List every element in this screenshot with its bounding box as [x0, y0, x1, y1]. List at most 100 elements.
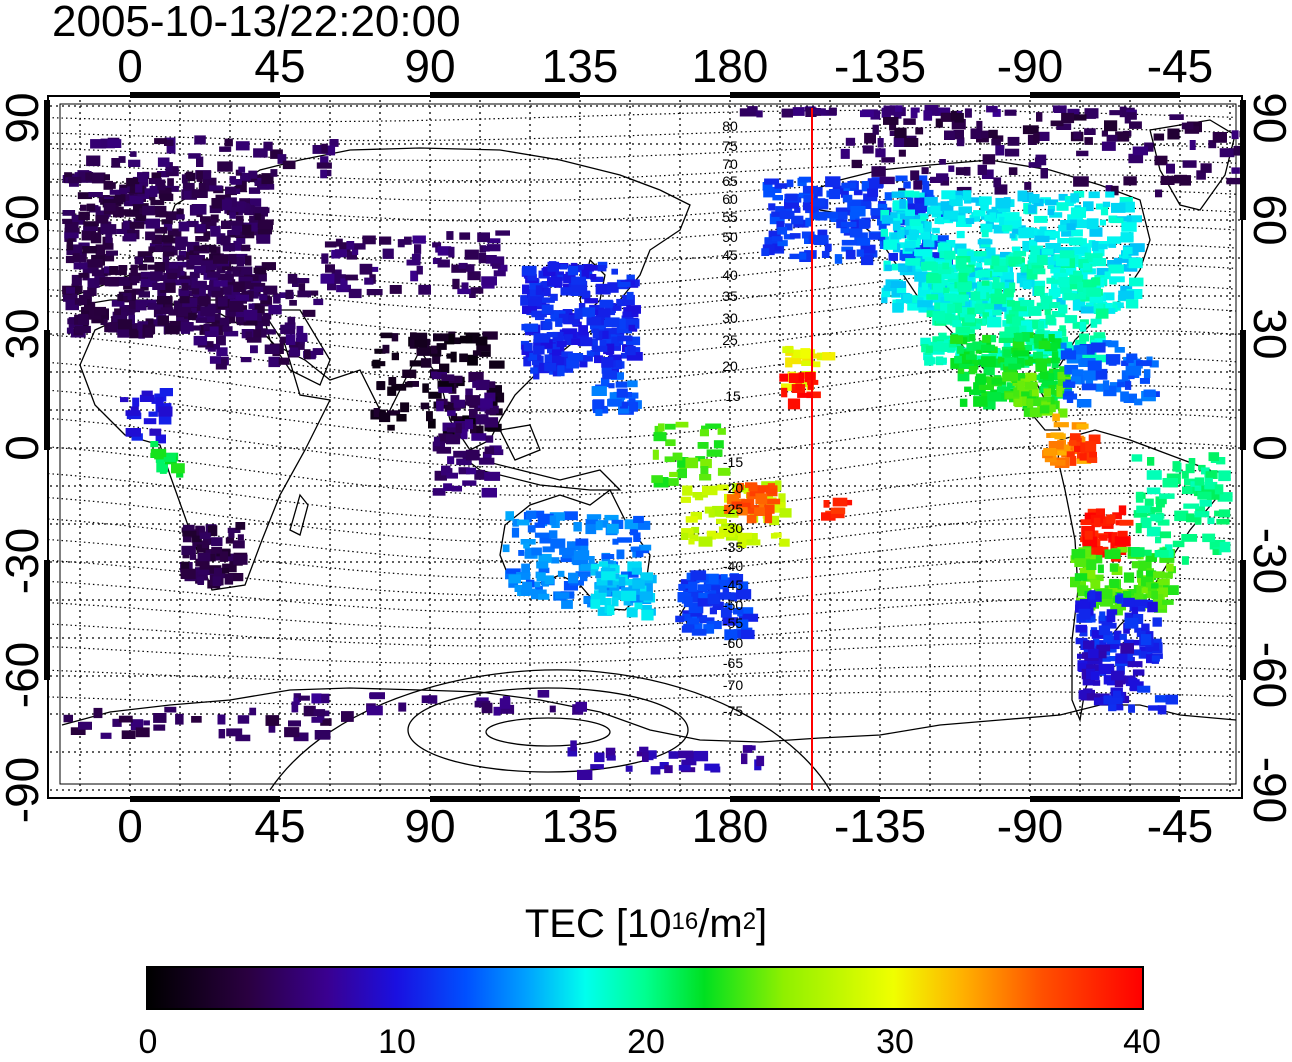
tec-cell [921, 167, 929, 175]
tec-cell [207, 553, 216, 562]
tec-cell [878, 224, 887, 231]
tec-cell [1077, 663, 1093, 672]
tec-cell [1132, 669, 1145, 676]
tec-cell [191, 716, 202, 723]
lat-label-right-60: 60 [1244, 194, 1292, 245]
tec-cell [582, 307, 596, 317]
tec-cell [1021, 391, 1030, 397]
tec-cell [1034, 280, 1046, 288]
tec-cell [426, 411, 433, 422]
tec-cell [1119, 197, 1133, 206]
tec-cell [447, 410, 456, 416]
tec-cell [992, 135, 1004, 142]
tec-cell [688, 539, 695, 545]
tec-cell [1035, 362, 1047, 372]
tec-cell [1204, 473, 1213, 483]
tec-cell [245, 331, 252, 341]
tec-cell [82, 246, 97, 254]
tec-cell [1121, 370, 1129, 381]
tec-cell [853, 189, 863, 196]
tec-cell [1031, 389, 1039, 397]
latitude-labels-left: 90 60 30 0 -30 -60 -90 [0, 92, 48, 823]
tec-cell [195, 567, 210, 575]
tec-cell [527, 525, 536, 533]
tec-cell [410, 270, 419, 282]
tec-cell [1043, 448, 1057, 456]
tec-cell [490, 256, 505, 267]
lon-label-bottom-135: 135 [542, 800, 619, 852]
tec-cell [1090, 580, 1101, 589]
tec-cell [99, 277, 110, 285]
tec-cell [1008, 167, 1018, 175]
tec-cell [1088, 434, 1101, 444]
tec-cell [953, 294, 969, 302]
tec-cell [571, 338, 581, 345]
tec-cell [917, 300, 933, 308]
tec-cell [461, 282, 469, 292]
tec-cell [484, 417, 499, 428]
tec-cell [268, 356, 280, 368]
contour-label: 45 [722, 247, 738, 263]
tec-cell [984, 214, 991, 222]
tec-cell [636, 520, 651, 530]
tec-cell [446, 472, 458, 479]
tec-cell [1039, 226, 1047, 237]
tec-cell [1107, 236, 1122, 244]
tec-cell [862, 202, 872, 209]
tec-cell [118, 715, 133, 723]
tec-cell [1120, 285, 1133, 294]
tec-cell [937, 216, 954, 224]
tec-cell [630, 546, 641, 552]
tec-cell [164, 706, 177, 713]
tec-cell [1073, 246, 1088, 255]
tec-cell [1140, 549, 1152, 556]
tec-cell [446, 231, 454, 240]
tec-cell [1105, 191, 1115, 198]
tec-cell [598, 583, 607, 593]
tec-cell [547, 343, 560, 354]
tec-cell [996, 386, 1011, 393]
tec-cell [484, 392, 496, 402]
tec-cell [125, 428, 141, 437]
tec-cell [606, 523, 619, 534]
tec-cell [939, 159, 946, 165]
tec-cell [985, 247, 996, 258]
tec-cell [158, 414, 172, 425]
tec-cell [171, 261, 187, 268]
tec-cell [205, 331, 217, 337]
tec-cell [1072, 321, 1087, 329]
tec-cell [327, 280, 337, 291]
tec-cell [698, 536, 713, 547]
tec-cell [1115, 131, 1130, 142]
tec-cell [736, 589, 752, 600]
tec-cell [1066, 451, 1075, 458]
tec-cell [1145, 553, 1157, 562]
tec-cell [1159, 531, 1171, 539]
tec-cell [201, 219, 217, 230]
tec-cell [209, 205, 221, 214]
tec-cell [176, 208, 184, 219]
tec-cell [1051, 311, 1066, 318]
tec-cell [988, 129, 998, 139]
tec-cell [64, 232, 79, 239]
tec-cell [420, 358, 432, 368]
tec-cell [722, 617, 738, 626]
tec-cell [779, 538, 790, 547]
tec-cell [1002, 282, 1010, 293]
tec-cell [492, 263, 501, 269]
tec-cell [627, 380, 638, 388]
tec-cell [522, 305, 530, 314]
tec-cell [544, 362, 557, 372]
tec-cell [66, 287, 75, 294]
tec-cell [825, 176, 841, 188]
tec-cell [1046, 277, 1062, 284]
tec-cell [78, 211, 90, 221]
tec-cell [932, 227, 940, 234]
tec-cell [953, 130, 964, 140]
tec-cell [416, 265, 423, 275]
tec-cell [993, 177, 1002, 188]
tec-cell [958, 249, 974, 261]
tec-cell [1001, 225, 1013, 232]
tec-cell [1108, 242, 1117, 248]
contour-label: 30 [722, 310, 738, 326]
